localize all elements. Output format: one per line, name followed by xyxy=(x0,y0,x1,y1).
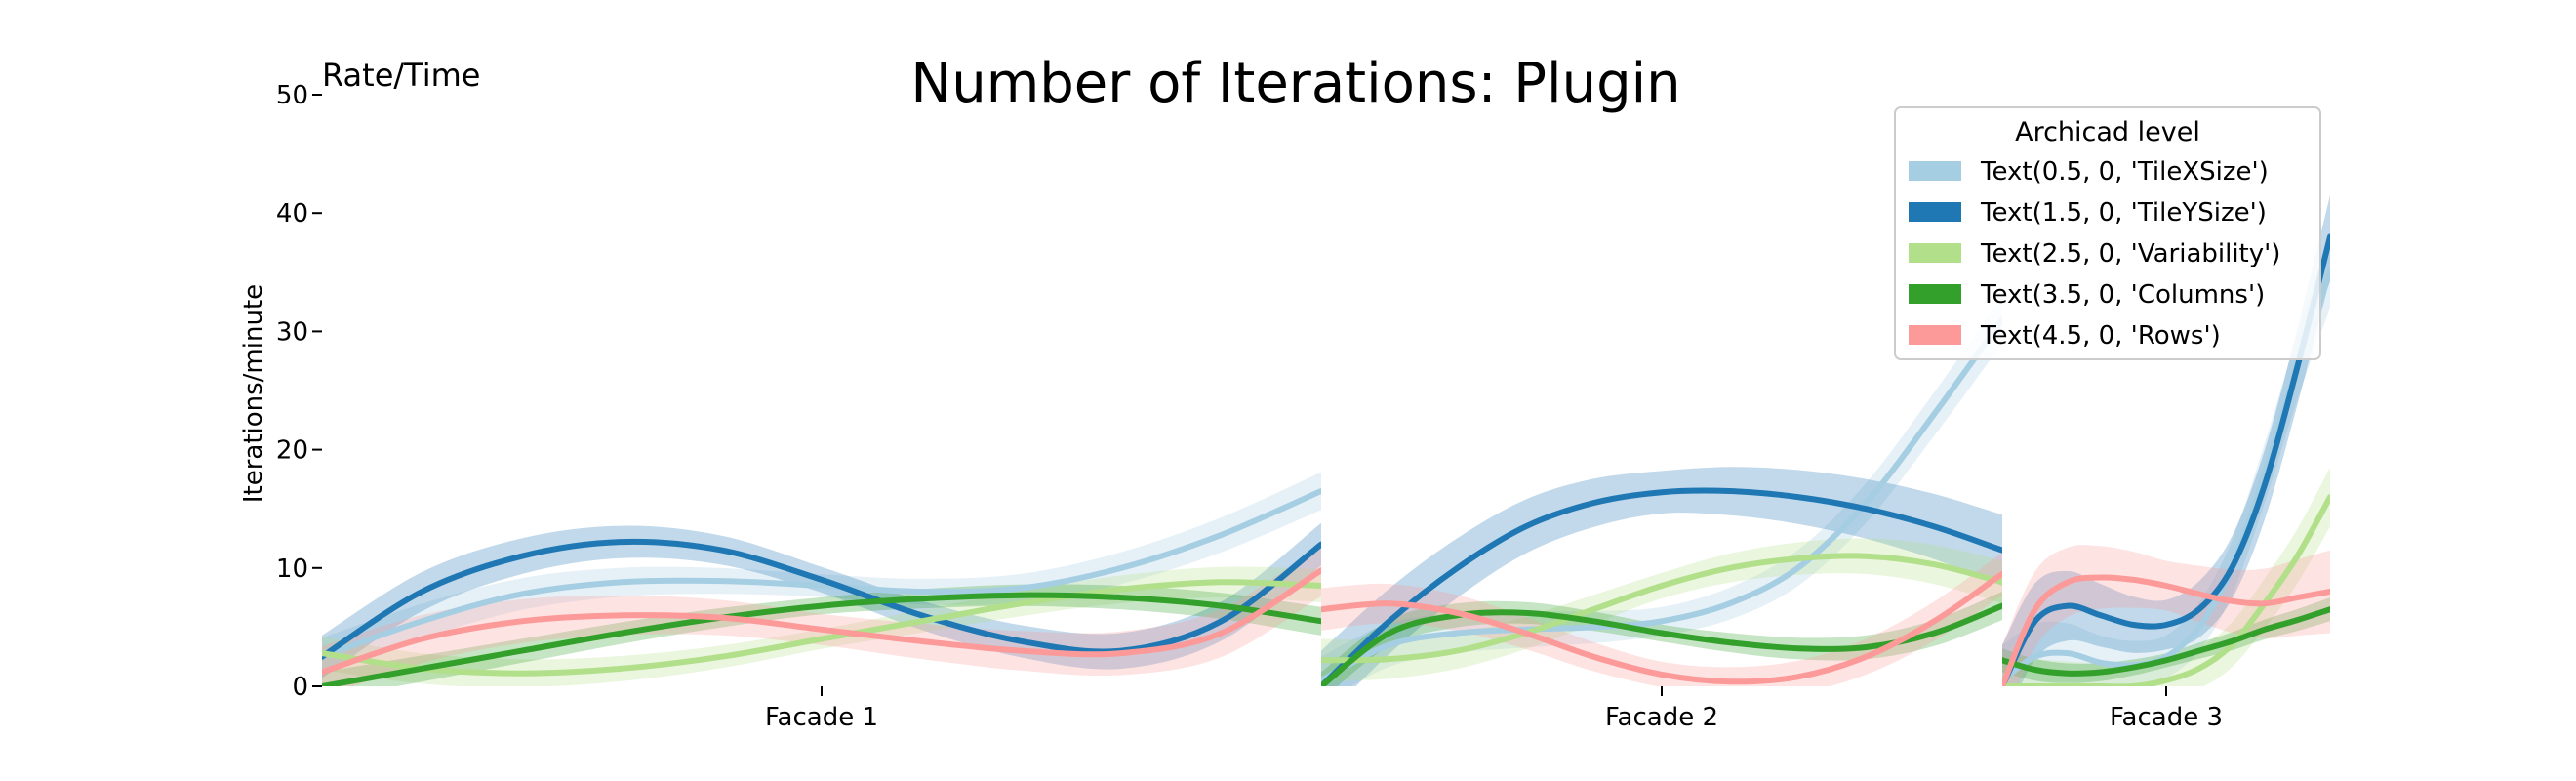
chart-title: Number of Iterations: Plugin xyxy=(910,52,1680,115)
y-tick-label: 30 xyxy=(276,317,308,347)
legend-swatch xyxy=(1909,325,1961,345)
band-series-4-facade-2 xyxy=(1321,553,2002,686)
band-series-0-facade-3 xyxy=(2002,236,2330,686)
legend-entry-label: Text(2.5, 0, 'Variability') xyxy=(1980,239,2280,268)
legend-box xyxy=(1894,106,2321,360)
band-series-1-facade-2 xyxy=(1321,467,2002,686)
line-series-2-facade-2 xyxy=(1321,553,2002,664)
y-tick-label: 50 xyxy=(276,81,308,110)
x-tick-label: Facade 2 xyxy=(1605,703,1718,732)
line-series-4-facade-3 xyxy=(2002,574,2330,686)
legend-title: Archicad level xyxy=(2015,117,2200,147)
line-series-3-facade-1 xyxy=(322,592,1321,686)
line-series-2-facade-1 xyxy=(322,579,1321,677)
legend-entry-label: Text(1.5, 0, 'TileYSize') xyxy=(1980,198,2267,227)
legend-swatch xyxy=(1909,284,1961,304)
line-series-2-facade-3 xyxy=(2002,494,2330,686)
y-axis-label: Iterations/minute xyxy=(239,284,268,503)
y-tick-label: 40 xyxy=(276,199,308,228)
y-tick-label: 0 xyxy=(292,673,308,702)
corner-label: Rate/Time xyxy=(322,57,480,94)
band-series-0-facade-1 xyxy=(322,472,1321,677)
line-series-0-facade-2 xyxy=(1321,316,2002,683)
x-tick-label: Facade 1 xyxy=(765,703,878,732)
line-series-1-facade-2 xyxy=(1321,487,2002,686)
line-series-1-facade-3 xyxy=(2002,233,2330,686)
series-lines xyxy=(322,233,2330,686)
x-tick-label: Facade 3 xyxy=(2110,703,2223,732)
legend-entry-label: Text(4.5, 0, 'Rows') xyxy=(1980,321,2221,350)
legend-entry-label: Text(3.5, 0, 'Columns') xyxy=(1980,280,2265,309)
band-series-1-facade-3 xyxy=(2002,195,2330,686)
line-series-4-facade-2 xyxy=(1321,570,2002,685)
y-tick-label: 10 xyxy=(276,555,308,584)
line-series-4-facade-1 xyxy=(322,567,1321,676)
band-series-2-facade-3 xyxy=(2002,467,2330,686)
legend-entry-label: Text(0.5, 0, 'TileXSize') xyxy=(1980,157,2269,186)
legend-swatch xyxy=(1909,202,1961,222)
legend-items: Text(0.5, 0, 'TileXSize') Text(1.5, 0, 'T… xyxy=(1909,157,2280,350)
line-series-3-facade-2 xyxy=(1321,602,2002,686)
legend-swatch xyxy=(1909,243,1961,263)
band-series-1-facade-1 xyxy=(322,522,1321,678)
legend: Archicad level Text(0.5, 0, 'TileXSize')… xyxy=(1894,106,2321,360)
line-series-0-facade-1 xyxy=(322,488,1321,660)
line-series-3-facade-3 xyxy=(2002,606,2330,677)
y-tick-label: 20 xyxy=(276,436,308,466)
axes: 0 10 20 30 40 50 Facade 1 Facade 2 Facade 3 xyxy=(276,81,2223,732)
band-series-3-facade-3 xyxy=(2002,597,2330,683)
legend-swatch xyxy=(1909,161,1961,181)
line-series-1-facade-1 xyxy=(322,538,1321,660)
